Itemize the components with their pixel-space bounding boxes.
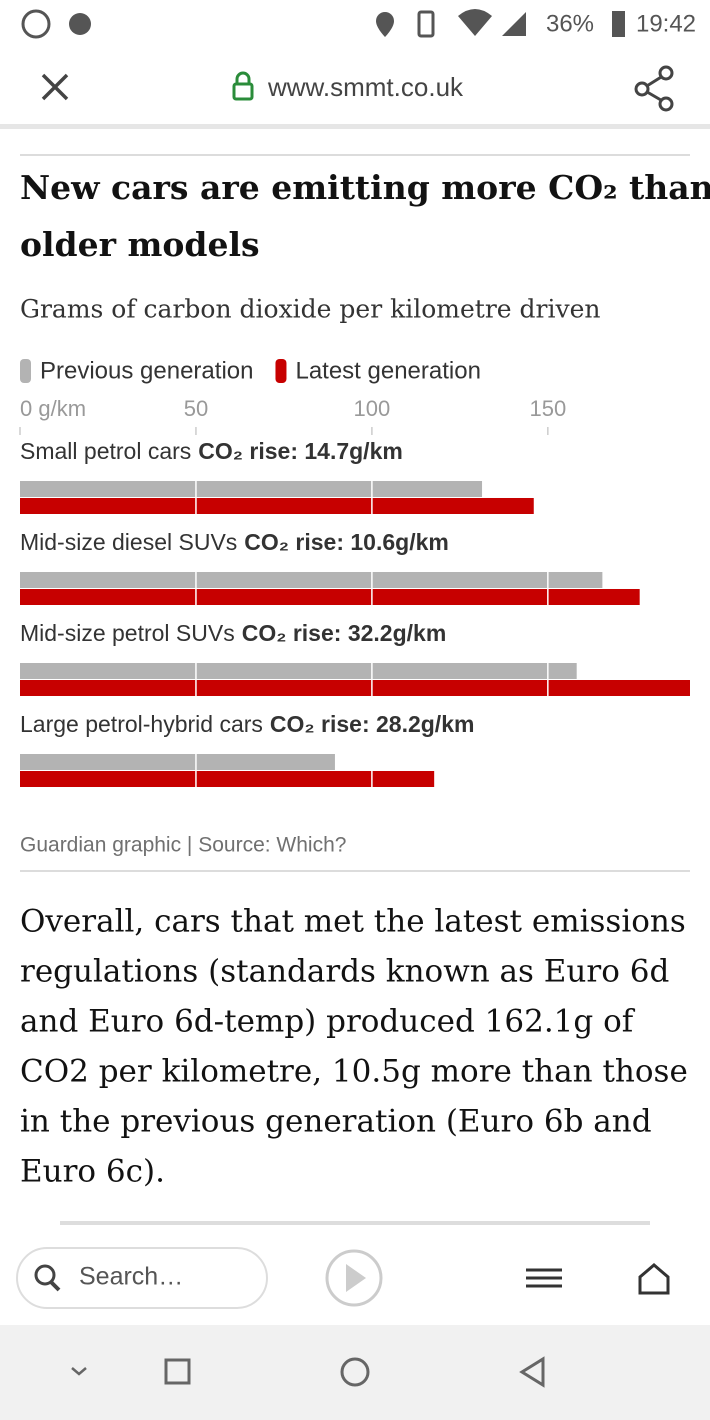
annotation: CO₂ rise: 10.6g/km (244, 529, 449, 555)
battery-text: 36% (546, 10, 594, 37)
search-icon (34, 1264, 56, 1286)
legend-swatch (275, 359, 287, 383)
signal-icon (502, 12, 526, 36)
bar (20, 589, 640, 605)
nav-collapse[interactable] (71, 1367, 87, 1376)
paragraph-line: and Euro 6d-temp) produced 162.1g of (20, 1004, 636, 1040)
annotation: CO₂ rise: 14.7g/km (198, 438, 403, 464)
bar (20, 572, 603, 588)
close-button[interactable] (41, 73, 69, 101)
share-button[interactable] (634, 65, 674, 112)
paragraph-line: CO2 per kilometre, 10.5g more than those (20, 1054, 688, 1090)
bar (20, 771, 435, 787)
lock-icon (232, 82, 254, 101)
category-label: Large petrol-hybrid cars (20, 711, 263, 737)
clock: 19:42 (636, 10, 696, 37)
annotation: CO₂ rise: 32.2g/km (242, 620, 447, 646)
nav-home[interactable] (340, 1357, 370, 1387)
bar (20, 498, 534, 514)
search-icon (49, 1280, 61, 1292)
article: Overall, cars that met the latest emissi… (20, 904, 688, 1190)
annotation: CO₂ rise: 28.2g/km (270, 711, 475, 737)
toolbar-shadow (0, 124, 710, 129)
nav-recent[interactable] (164, 1358, 191, 1385)
bar (20, 680, 690, 696)
nav-back[interactable] (519, 1356, 545, 1388)
chart-subtitle: Grams of carbon dioxide per kilometre dr… (20, 295, 601, 324)
wifi-icon (458, 9, 492, 36)
status-bar: 36% 19:42 (21, 9, 696, 39)
nav-bar (0, 1325, 710, 1420)
lock-icon (235, 71, 251, 84)
chart-title: New cars are emitting more CO₂ than older… (20, 168, 710, 264)
scroll-edge (60, 1221, 650, 1225)
x-tick-label: 0 g/km (20, 396, 86, 421)
play-button[interactable] (325, 1249, 383, 1307)
category-label: Small petrol cars (20, 438, 191, 464)
search-placeholder[interactable]: Search… (79, 1263, 183, 1291)
category-label: Mid-size diesel SUVs (20, 529, 237, 555)
source: Guardian graphic | Source: Which? (20, 834, 346, 857)
paragraph-line: regulations (standards known as Euro 6d (20, 954, 669, 990)
bar (20, 663, 577, 679)
x-tick-label: 100 (354, 396, 391, 421)
paragraph-line: Overall, cars that met the latest emissi… (20, 904, 686, 940)
battery-icon (612, 11, 625, 37)
paragraph-line: Euro 6c). (20, 1154, 165, 1190)
legend-label: Previous generation (40, 357, 253, 384)
list-button[interactable] (526, 1268, 562, 1288)
category-label: Mid-size petrol SUVs (20, 620, 235, 646)
location-icon (376, 12, 394, 37)
play-button (346, 1264, 366, 1292)
status-icon (21, 9, 51, 39)
paragraph-line: in the previous generation (Euro 6b and (20, 1104, 652, 1140)
x-tick-label: 150 (529, 396, 566, 421)
status-icon (69, 13, 91, 35)
bar (20, 481, 483, 497)
bar (20, 754, 335, 770)
x-tick-label: 50 (184, 396, 208, 421)
legend-label: Latest generation (295, 357, 480, 384)
vibrate-icon (417, 10, 435, 38)
url[interactable]: www.smmt.co.uk (267, 72, 464, 102)
home-button[interactable] (638, 1263, 670, 1295)
search-box[interactable] (16, 1247, 268, 1309)
legend-swatch (20, 359, 31, 383)
